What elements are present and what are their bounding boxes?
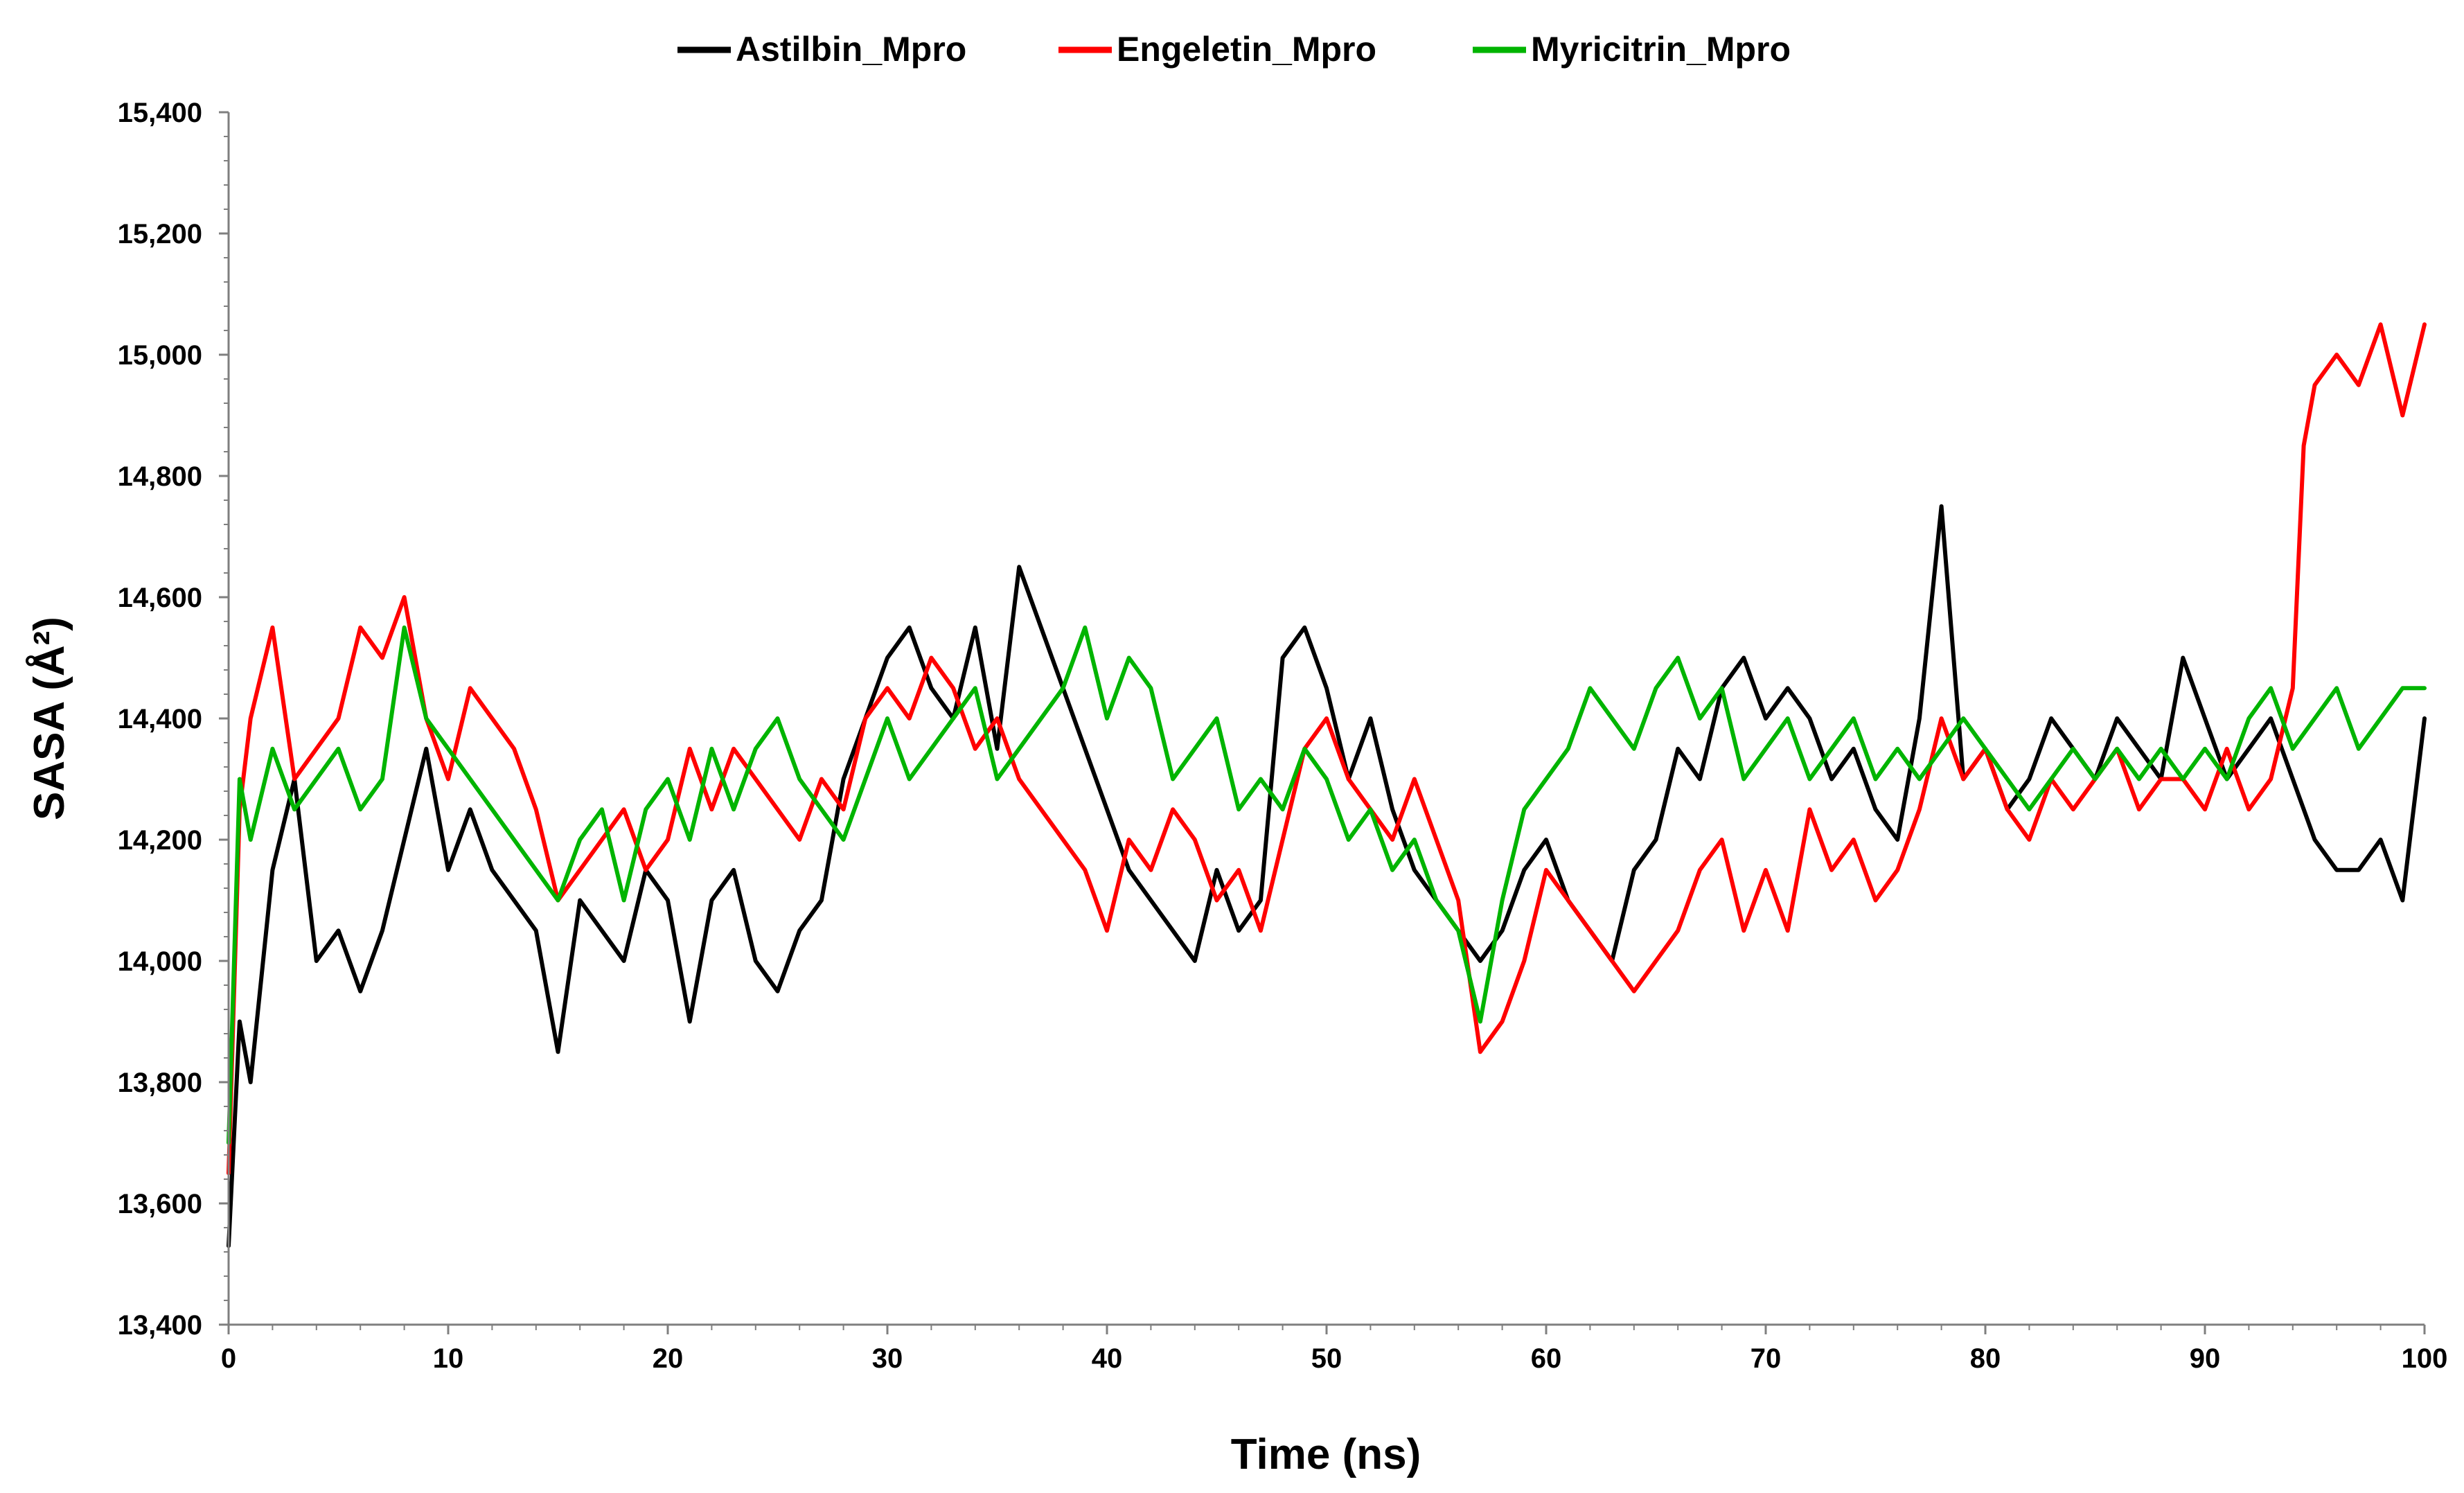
legend-label-engeletin: Engeletin_Mpro xyxy=(1117,30,1376,69)
y-tick-label: 14,400 xyxy=(118,704,202,734)
y-tick-label: 13,600 xyxy=(118,1189,202,1219)
series-line-engeletin-mpro xyxy=(227,322,2427,1176)
y-tick-label: 15,400 xyxy=(118,98,202,128)
y-tick-label: 15,000 xyxy=(118,340,202,371)
x-tick-label: 50 xyxy=(1311,1343,1342,1374)
y-tick-label: 15,200 xyxy=(118,219,202,249)
plot-series xyxy=(227,322,2427,1248)
y-tick-label: 14,600 xyxy=(118,583,202,613)
x-axis-title: Time (ns) xyxy=(1231,1431,1421,1478)
x-tick-label: 70 xyxy=(1750,1343,1782,1374)
x-tick-label: 0 xyxy=(221,1343,236,1374)
y-tick-label: 13,800 xyxy=(118,1068,202,1098)
series-line-myricitrin-mpro xyxy=(227,625,2427,1145)
y-tick-label: 14,000 xyxy=(118,946,202,977)
x-tick-label: 80 xyxy=(1970,1343,2001,1374)
x-tick-label: 60 xyxy=(1531,1343,1562,1374)
x-ticks: 0 10 20 30 40 50 60 70 80 90 100 xyxy=(221,1325,2448,1374)
y-axis-title: SASA (Å²) xyxy=(26,617,73,820)
x-tick-label: 40 xyxy=(1092,1343,1123,1374)
x-tick-label: 10 xyxy=(433,1343,464,1374)
legend-label-myricitrin: Myricitrin_Mpro xyxy=(1531,30,1791,69)
x-tick-label: 90 xyxy=(2190,1343,2221,1374)
y-tick-label: 14,200 xyxy=(118,825,202,856)
y-tick-label: 13,400 xyxy=(118,1310,202,1341)
legend: Astilbin_Mpro Engeletin_Mpro Myricitrin_… xyxy=(677,30,1791,69)
x-tick-label: 100 xyxy=(2402,1343,2448,1374)
y-ticks: 13,400 13,600 13,800 14,000 14,200 14,400 14,6… xyxy=(118,98,229,1341)
x-tick-label: 20 xyxy=(653,1343,684,1374)
series-line-astilbin-mpro xyxy=(227,504,2427,1248)
legend-label-astilbin: Astilbin_Mpro xyxy=(736,30,966,69)
x-tick-label: 30 xyxy=(872,1343,903,1374)
y-tick-label: 14,800 xyxy=(118,461,202,492)
